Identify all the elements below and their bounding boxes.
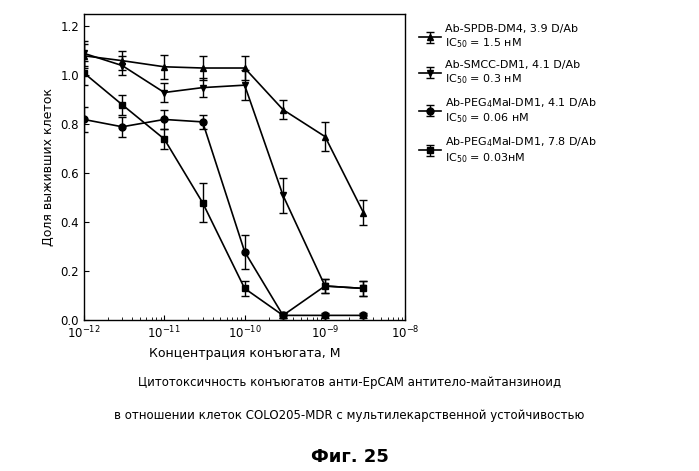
Legend: Ab-SPDB-DM4, 3.9 D/Ab
IC$_{50}$ = 1.5 нМ, Ab-SMCC-DM1, 4.1 D/Ab
IC$_{50}$ = 0.3 : Ab-SPDB-DM4, 3.9 D/Ab IC$_{50}$ = 1.5 нМ… xyxy=(415,20,602,170)
Text: Цитотоксичность конъюгатов анти-EpCAM антитело-майтанзиноид: Цитотоксичность конъюгатов анти-EpCAM ан… xyxy=(138,376,561,389)
Y-axis label: Доля выживших клеток: Доля выживших клеток xyxy=(42,88,55,246)
Text: в отношении клеток COLO205-MDR с мультилекарственной устойчивостью: в отношении клеток COLO205-MDR с мультил… xyxy=(115,409,584,422)
X-axis label: Концентрация конъюгата, М: Концентрация конъюгата, М xyxy=(149,347,340,360)
Text: Фиг. 25: Фиг. 25 xyxy=(310,447,389,465)
